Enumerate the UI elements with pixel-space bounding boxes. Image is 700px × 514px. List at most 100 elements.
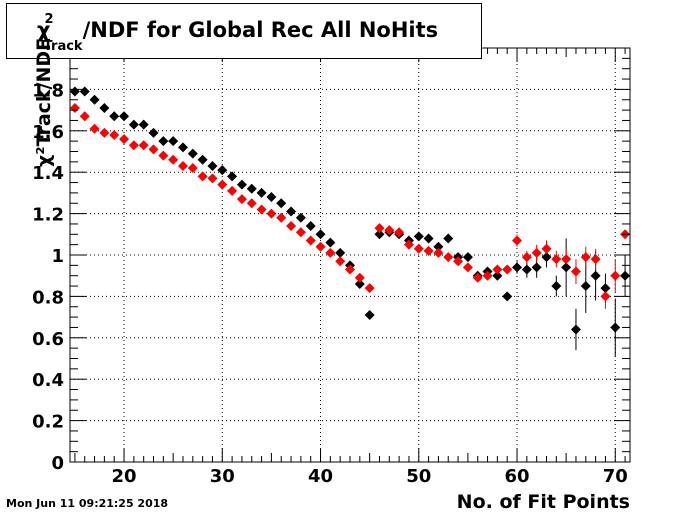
data-point-red bbox=[492, 264, 503, 275]
data-point-black bbox=[502, 291, 513, 302]
data-point-black bbox=[79, 86, 90, 97]
data-point-black bbox=[600, 283, 611, 294]
grid-lines bbox=[70, 48, 630, 462]
error-bars bbox=[516, 230, 626, 357]
y-tick-label: 1 bbox=[51, 246, 64, 267]
data-point-red bbox=[590, 254, 601, 265]
data-point-black bbox=[512, 262, 523, 273]
data-point-red bbox=[600, 291, 611, 302]
data-point-red bbox=[462, 262, 473, 273]
y-tick-label: 1.6 bbox=[32, 122, 64, 143]
data-point-black bbox=[276, 198, 287, 209]
data-point-black bbox=[295, 212, 306, 223]
title-symbol: χ bbox=[37, 18, 51, 42]
data-point-red bbox=[472, 272, 483, 283]
data-point-black bbox=[256, 187, 267, 198]
data-point-red bbox=[128, 140, 139, 151]
title-superscript: 2 bbox=[44, 12, 54, 27]
data-point-black bbox=[590, 270, 601, 281]
data-point-black bbox=[443, 233, 454, 244]
data-point-red bbox=[384, 225, 395, 236]
data-point-red bbox=[551, 254, 562, 265]
y-tick-label: 0.2 bbox=[32, 412, 64, 433]
data-point-red bbox=[335, 256, 346, 267]
data-point-red bbox=[512, 235, 523, 246]
data-point-red bbox=[158, 150, 169, 161]
x-tick-label: 50 bbox=[406, 466, 431, 487]
plot-title: χ2 Track/NDF for Global Rec All NoHits bbox=[37, 12, 438, 54]
data-point-black bbox=[119, 111, 130, 122]
data-point-red bbox=[217, 179, 228, 190]
data-point-red bbox=[197, 171, 208, 182]
data-point-red bbox=[119, 134, 130, 145]
y-axis-label: χ²Track/NDF bbox=[33, 37, 55, 167]
x-tick-label: 20 bbox=[112, 466, 137, 487]
data-point-black bbox=[315, 229, 326, 240]
data-point-red bbox=[453, 256, 464, 267]
x-tick-label: 40 bbox=[308, 466, 333, 487]
data-point-black bbox=[158, 136, 169, 147]
data-point-black bbox=[217, 165, 228, 176]
data-point-red bbox=[364, 283, 375, 294]
data-point-black bbox=[148, 127, 159, 138]
data-point-red bbox=[187, 163, 198, 174]
data-point-black bbox=[413, 231, 424, 242]
data-markers bbox=[69, 86, 631, 335]
y-tick-label: 1.4 bbox=[32, 163, 64, 184]
data-point-red bbox=[315, 241, 326, 252]
data-point-red bbox=[531, 247, 542, 258]
y-tick-label: 0 bbox=[51, 453, 64, 474]
data-point-black bbox=[197, 154, 208, 165]
data-point-red bbox=[502, 264, 513, 275]
data-point-red bbox=[99, 127, 110, 138]
data-point-black bbox=[246, 183, 257, 194]
data-point-black bbox=[69, 86, 80, 97]
data-point-red bbox=[148, 144, 159, 155]
data-point-black bbox=[433, 241, 444, 252]
data-point-black bbox=[570, 324, 581, 335]
data-point-red bbox=[403, 239, 414, 250]
data-point-red bbox=[354, 272, 365, 283]
tick-labels: 20 30 40 50 60 70 0 0.2 0.4 0.6 0.8 1 1.2 1.4 1.6 1.8 bbox=[32, 80, 628, 487]
data-point-black bbox=[541, 252, 552, 263]
data-point-red bbox=[236, 194, 247, 205]
y-tick-label: 0.8 bbox=[32, 287, 64, 308]
y-tick-label: 0.6 bbox=[32, 329, 64, 350]
data-point-red bbox=[561, 254, 572, 265]
x-axis-label: No. of Fit Points bbox=[456, 491, 630, 513]
data-point-black bbox=[364, 310, 375, 321]
data-point-black bbox=[610, 322, 621, 333]
data-point-black bbox=[168, 136, 179, 147]
timestamp: Mon Jun 11 09:21:25 2018 bbox=[6, 497, 169, 510]
data-point-black bbox=[305, 221, 316, 232]
data-point-red bbox=[276, 212, 287, 223]
data-point-red bbox=[325, 247, 336, 258]
data-point-black bbox=[286, 206, 297, 217]
title-box: χ2 Track/NDF for Global Rec All NoHits bbox=[6, 3, 482, 59]
data-point-black bbox=[551, 281, 562, 292]
data-point-black bbox=[207, 160, 218, 171]
data-point-red bbox=[345, 264, 355, 275]
data-point-red bbox=[413, 243, 424, 254]
x-tick-label: 60 bbox=[504, 466, 529, 487]
data-point-red bbox=[138, 140, 149, 151]
data-point-red bbox=[177, 160, 188, 171]
data-point-black bbox=[561, 262, 572, 273]
data-point-black bbox=[128, 119, 139, 130]
data-point-red bbox=[246, 198, 257, 209]
data-point-red bbox=[295, 227, 306, 238]
data-point-red bbox=[443, 252, 454, 263]
data-point-red bbox=[570, 266, 581, 277]
data-point-black bbox=[462, 252, 473, 263]
data-point-black bbox=[354, 278, 365, 289]
data-point-red bbox=[482, 270, 493, 281]
data-point-red bbox=[266, 208, 277, 219]
data-point-red bbox=[541, 243, 552, 254]
data-point-red bbox=[207, 173, 218, 184]
data-point-red bbox=[168, 154, 179, 165]
data-point-red bbox=[521, 252, 532, 263]
data-point-black bbox=[187, 148, 198, 159]
data-point-black bbox=[374, 229, 385, 240]
data-point-red bbox=[433, 247, 444, 258]
